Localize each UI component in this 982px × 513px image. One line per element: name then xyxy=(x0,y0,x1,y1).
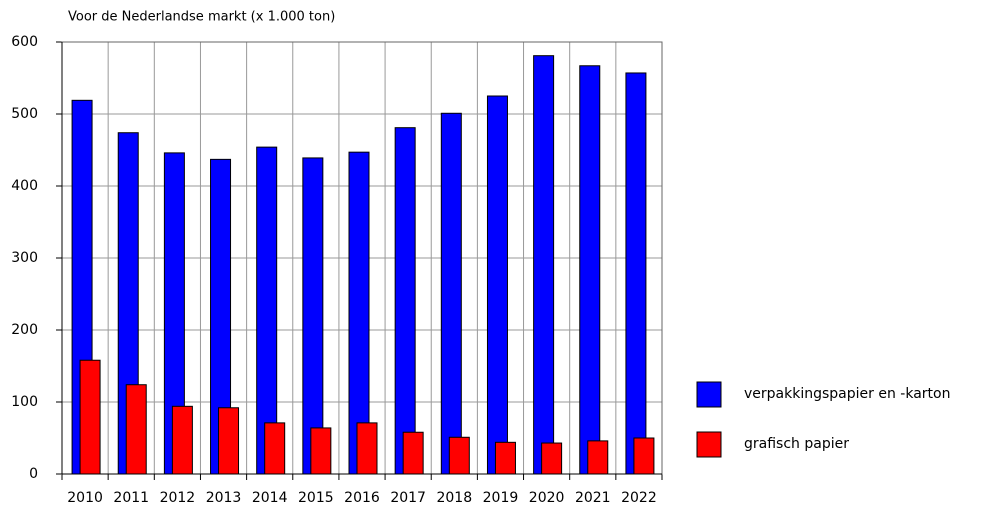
x-tick-label: 2019 xyxy=(483,490,519,506)
bar xyxy=(394,127,416,475)
legend-label: verpakkingspapier en -karton xyxy=(744,386,950,402)
bar xyxy=(541,442,563,475)
bar xyxy=(310,427,332,475)
x-tick-label: 2021 xyxy=(575,490,611,506)
x-tick-label: 2014 xyxy=(252,490,288,506)
legend-swatch xyxy=(696,381,722,408)
x-tick-label: 2016 xyxy=(344,490,380,506)
bar xyxy=(218,407,240,475)
x-tick-label: 2012 xyxy=(160,490,196,506)
bar xyxy=(356,422,378,475)
y-tick-label: 100 xyxy=(11,394,38,410)
x-tick-label: 2011 xyxy=(113,490,149,506)
x-tick-label: 2017 xyxy=(390,490,426,506)
bar xyxy=(440,112,462,475)
bar xyxy=(264,422,286,475)
bar xyxy=(79,359,101,475)
bar xyxy=(486,95,508,475)
x-tick-label: 2013 xyxy=(206,490,242,506)
bar xyxy=(633,437,655,475)
bar xyxy=(587,440,609,475)
x-tick-label: 2018 xyxy=(436,490,472,506)
bar xyxy=(402,431,424,475)
bar xyxy=(302,157,324,475)
bar xyxy=(171,405,193,475)
legend-label: grafisch papier xyxy=(744,436,849,452)
y-tick-label: 500 xyxy=(11,106,38,122)
y-tick-label: 200 xyxy=(11,322,38,338)
chart-title: Voor de Nederlandse markt (x 1.000 ton) xyxy=(68,10,335,25)
x-tick-label: 2010 xyxy=(67,490,103,506)
x-tick-label: 2015 xyxy=(298,490,334,506)
bar xyxy=(533,55,555,475)
y-tick-label: 400 xyxy=(11,178,38,194)
y-tick-label: 300 xyxy=(11,250,38,266)
legend-swatch xyxy=(696,431,722,458)
y-tick-label: 600 xyxy=(11,34,38,50)
x-tick-label: 2022 xyxy=(621,490,657,506)
bar xyxy=(625,72,647,475)
x-tick-label: 2020 xyxy=(529,490,565,506)
bar xyxy=(494,441,516,475)
bar xyxy=(448,436,470,475)
y-tick-label: 0 xyxy=(29,466,38,482)
bar xyxy=(579,65,601,475)
bar xyxy=(125,384,147,475)
